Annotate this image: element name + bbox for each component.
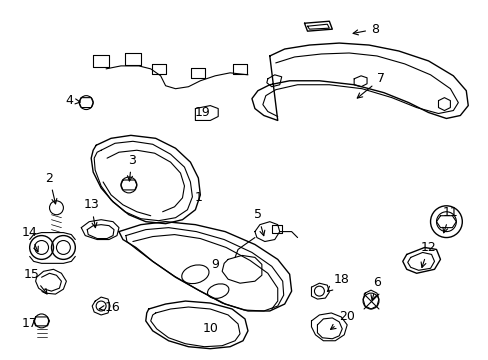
Text: 14: 14 <box>22 226 38 252</box>
Text: 2: 2 <box>45 171 57 204</box>
Text: 4: 4 <box>65 94 80 107</box>
Text: 7: 7 <box>357 72 384 98</box>
Text: 3: 3 <box>127 154 136 181</box>
Text: 13: 13 <box>83 198 99 228</box>
Text: 15: 15 <box>24 268 47 294</box>
Text: 1: 1 <box>194 192 202 204</box>
Text: 18: 18 <box>327 273 348 292</box>
Text: 5: 5 <box>253 208 264 236</box>
Text: 17: 17 <box>21 318 38 330</box>
Text: 10: 10 <box>202 322 218 336</box>
Text: 6: 6 <box>370 276 380 300</box>
Text: 19: 19 <box>194 106 210 119</box>
Text: 16: 16 <box>99 301 121 314</box>
Text: 20: 20 <box>330 310 354 329</box>
Text: 12: 12 <box>420 241 436 267</box>
Text: 8: 8 <box>352 23 378 36</box>
Text: 11: 11 <box>442 206 457 233</box>
Text: 9: 9 <box>211 258 219 271</box>
